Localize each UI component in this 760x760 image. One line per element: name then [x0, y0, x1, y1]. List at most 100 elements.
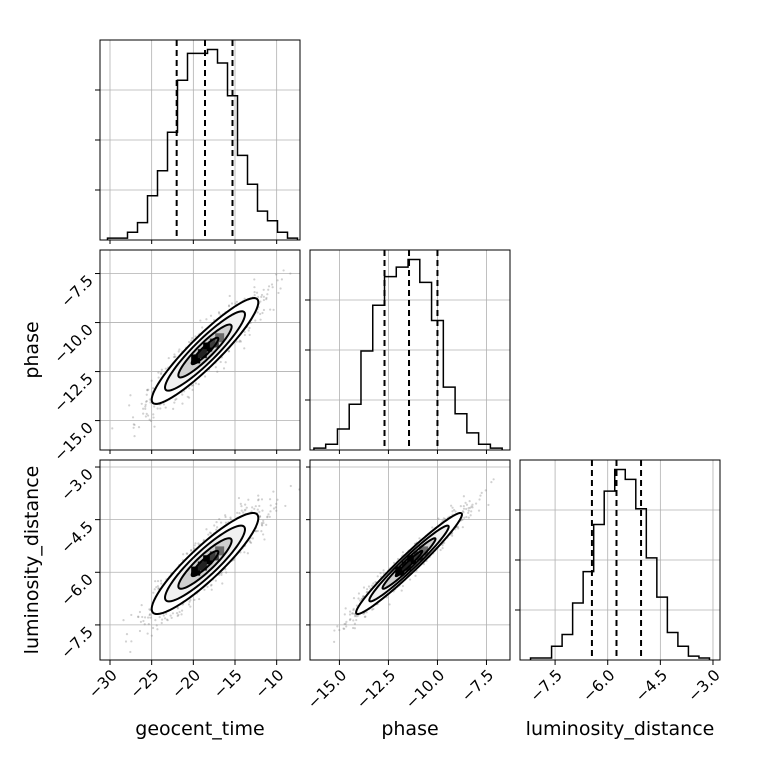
contour-line [394, 549, 424, 578]
sample-point [349, 610, 352, 613]
sample-point [202, 538, 205, 542]
panel-frame [309, 459, 511, 661]
sample-point [353, 615, 357, 618]
sample-point [192, 547, 196, 550]
sample-point [418, 537, 421, 540]
sample-point [188, 387, 191, 390]
panel-frame [99, 39, 301, 241]
sample-point [471, 506, 474, 509]
sample-point [268, 515, 271, 518]
sample-point [180, 613, 183, 616]
sample-point [362, 595, 365, 598]
sample-point [353, 622, 357, 625]
sample-point [193, 544, 196, 547]
sample-point [284, 504, 287, 508]
sample-point [262, 288, 265, 291]
sample-point [190, 339, 193, 342]
sample-point [155, 624, 158, 627]
sample-point [248, 539, 251, 542]
sample-point [468, 500, 471, 503]
sample-point [270, 283, 274, 286]
sample-point [146, 414, 150, 417]
sample-point [258, 510, 261, 513]
sample-point [258, 504, 261, 508]
sample-point [224, 514, 227, 517]
sample-point [272, 507, 276, 510]
sample-point [253, 278, 256, 281]
sample-point [205, 528, 208, 531]
sample-point [225, 571, 228, 574]
sample-point [180, 609, 184, 612]
sample-point [355, 618, 358, 622]
sample-point [245, 506, 248, 509]
sample-point [138, 610, 142, 614]
sample-point [187, 603, 191, 606]
sample-point [152, 591, 155, 594]
sample-point [137, 615, 140, 619]
sample-point [162, 614, 165, 617]
sample-point [261, 311, 264, 315]
sample-point [215, 528, 218, 531]
sample-point [227, 350, 230, 353]
density-panel-luminosity-distance-vs-phase [309, 459, 511, 661]
sample-point [408, 578, 412, 581]
sample-point [267, 285, 271, 288]
sample-point [140, 402, 143, 405]
sample-point [248, 333, 251, 337]
sample-point [464, 501, 467, 504]
sample-point [213, 524, 216, 527]
sample-point [137, 426, 141, 429]
sample-point [269, 308, 272, 311]
sample-point [333, 629, 336, 632]
sample-point [282, 269, 285, 272]
sample-point [371, 608, 374, 611]
sample-point [144, 405, 147, 408]
sample-point [207, 533, 210, 536]
sample-point [253, 507, 256, 510]
density-pixel [191, 566, 201, 576]
sample-point [248, 326, 251, 330]
sample-point [235, 300, 238, 303]
sample-point [111, 427, 114, 430]
contour-line [164, 524, 246, 603]
sample-point [155, 586, 158, 589]
sample-point [467, 516, 470, 519]
sample-point [192, 384, 195, 387]
y-axis-title-phase: phase [21, 321, 43, 378]
sample-point [191, 388, 194, 391]
sample-point [344, 622, 347, 625]
sample-point [352, 597, 356, 600]
sample-point [152, 416, 155, 419]
sample-point [146, 389, 149, 392]
sample-point [274, 506, 277, 509]
sample-point [253, 294, 256, 297]
sample-point [156, 628, 159, 631]
sample-point [177, 613, 180, 616]
sample-point [345, 620, 348, 623]
sample-point [451, 510, 454, 513]
sample-point [247, 498, 250, 501]
sample-point [453, 508, 456, 512]
sample-point [209, 532, 213, 535]
density-pixel [197, 349, 207, 359]
sample-point [194, 335, 197, 338]
sample-point [173, 355, 176, 359]
panel-content [100, 460, 300, 660]
sample-point [258, 515, 262, 518]
sample-point [441, 547, 444, 550]
sample-point [146, 388, 149, 391]
sample-point [342, 627, 345, 630]
sample-point [160, 618, 164, 621]
sample-point [172, 355, 176, 359]
sample-point [218, 518, 221, 521]
sample-point [147, 616, 150, 619]
sample-point [374, 580, 377, 584]
sample-point [352, 619, 355, 622]
sample-point [243, 333, 247, 337]
sample-point [230, 302, 234, 305]
sample-point [227, 350, 231, 353]
sample-point [275, 502, 278, 505]
sample-point [165, 618, 169, 621]
sample-point [234, 302, 237, 305]
contour-line [190, 336, 220, 366]
